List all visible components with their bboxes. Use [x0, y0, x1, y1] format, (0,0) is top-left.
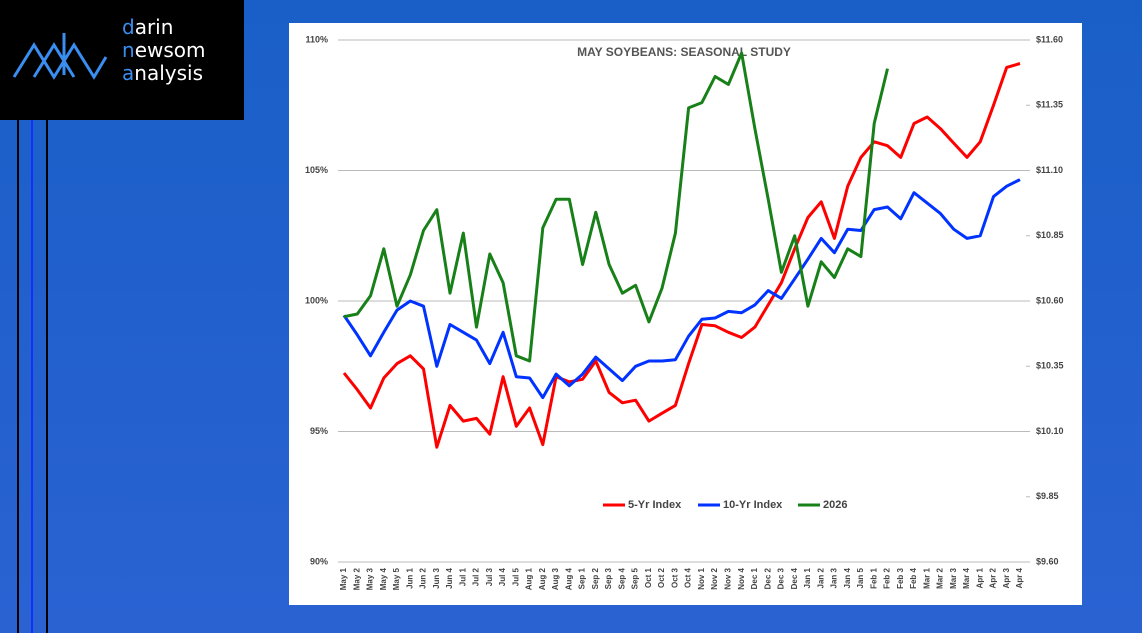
x-tick-label: Jan 2 — [816, 567, 825, 588]
chart-title: MAY SOYBEANS: SEASONAL STUDY — [577, 45, 791, 59]
x-tick-label: Apr 3 — [1002, 567, 1011, 588]
x-tick-label: Jun 4 — [445, 567, 454, 588]
x-tick-label: Aug 1 — [525, 567, 534, 590]
x-tick-label: Mar 1 — [922, 567, 931, 588]
x-tick-label: May 1 — [339, 567, 348, 590]
x-tick-label: Jun 3 — [432, 567, 441, 588]
x-tick-label: Mar 4 — [962, 567, 971, 588]
x-tick-label: Feb 3 — [896, 567, 905, 588]
y2-tick-label: $11.60 — [1036, 34, 1063, 44]
y-tick-label: 110% — [305, 34, 328, 44]
x-tick-label: Nov 1 — [697, 567, 706, 589]
y2-tick-label: $10.10 — [1036, 426, 1064, 436]
x-tick-label: Sep 5 — [631, 567, 640, 589]
x-tick-label: May 3 — [366, 567, 375, 590]
x-tick-label: Dec 1 — [750, 567, 759, 589]
x-tick-label: Sep 2 — [591, 567, 600, 589]
legend-label: 5-Yr Index — [628, 499, 682, 511]
x-tick-label: Feb 1 — [869, 567, 878, 588]
series-line — [342, 178, 1021, 400]
x-tick-label: Mar 3 — [949, 567, 958, 588]
x-tick-label: Sep 1 — [578, 567, 587, 589]
x-tick-label: Jul 5 — [511, 567, 520, 586]
x-tick-label: Jul 2 — [472, 567, 481, 586]
x-tick-label: Sep 4 — [617, 567, 626, 589]
x-tick-label: May 4 — [379, 567, 388, 590]
y2-tick-label: $9.60 — [1036, 556, 1059, 566]
x-tick-label: Aug 2 — [538, 567, 547, 590]
series-line — [342, 62, 1021, 449]
x-tick-label: Oct 2 — [657, 567, 666, 588]
y2-tick-label: $10.85 — [1036, 230, 1064, 240]
x-tick-label: Jan 4 — [843, 567, 852, 588]
y-tick-label: 90% — [310, 556, 328, 566]
logo-text: darin newsom analysis — [122, 16, 206, 85]
x-tick-label: Jun 1 — [405, 567, 414, 588]
x-tick-label: Nov 2 — [710, 567, 719, 589]
logo-icon — [12, 33, 108, 80]
x-tick-label: Oct 1 — [644, 567, 653, 588]
x-tick-label: Aug 3 — [551, 567, 560, 590]
x-tick-label: Apr 1 — [975, 567, 984, 588]
legend-label: 2026 — [823, 499, 847, 511]
x-tick-label: Feb 4 — [909, 567, 918, 588]
x-tick-label: May 5 — [392, 567, 401, 590]
x-tick-label: Sep 3 — [604, 567, 613, 589]
y2-tick-label: $10.60 — [1036, 295, 1064, 305]
chart-panel — [289, 23, 1082, 605]
logo-word: newsom — [122, 38, 206, 62]
x-tick-label: Nov 4 — [737, 567, 746, 589]
x-tick-label: Oct 3 — [670, 567, 679, 588]
x-tick-label: Jan 5 — [856, 567, 865, 588]
x-tick-label: May 2 — [352, 567, 361, 590]
x-tick-label: Feb 2 — [883, 567, 892, 588]
x-tick-label: Jul 1 — [458, 567, 467, 586]
y-tick-label: 95% — [310, 426, 328, 436]
x-tick-label: Jan 1 — [803, 567, 812, 588]
x-tick-label: Jul 3 — [485, 567, 494, 586]
x-tick-label: Aug 4 — [564, 567, 573, 590]
logo-word: analysis — [122, 61, 203, 85]
x-tick-label: Apr 4 — [1015, 567, 1024, 588]
logo-word: darin — [122, 15, 174, 39]
y-tick-label: 105% — [305, 165, 328, 175]
x-tick-label: Jul 4 — [498, 567, 507, 586]
x-tick-label: Dec 4 — [790, 567, 799, 589]
x-tick-label: Jan 3 — [830, 567, 839, 588]
y2-tick-label: $11.35 — [1036, 100, 1063, 110]
x-tick-label: Jun 2 — [419, 567, 428, 588]
legend-label: 10-Yr Index — [723, 499, 783, 511]
x-tick-label: Mar 2 — [936, 567, 945, 588]
logo: darin newsom analysis — [0, 0, 244, 120]
x-tick-label: Nov 3 — [724, 567, 733, 589]
y2-tick-label: $10.35 — [1036, 361, 1064, 371]
x-tick-label: Dec 3 — [777, 567, 786, 589]
y2-tick-label: $11.10 — [1036, 165, 1063, 175]
x-tick-label: Oct 4 — [684, 567, 693, 588]
x-tick-label: Dec 2 — [763, 567, 772, 589]
x-tick-label: Apr 2 — [989, 567, 998, 588]
series-line — [343, 51, 889, 363]
y-tick-label: 100% — [305, 295, 328, 305]
y2-tick-label: $9.85 — [1036, 491, 1059, 501]
